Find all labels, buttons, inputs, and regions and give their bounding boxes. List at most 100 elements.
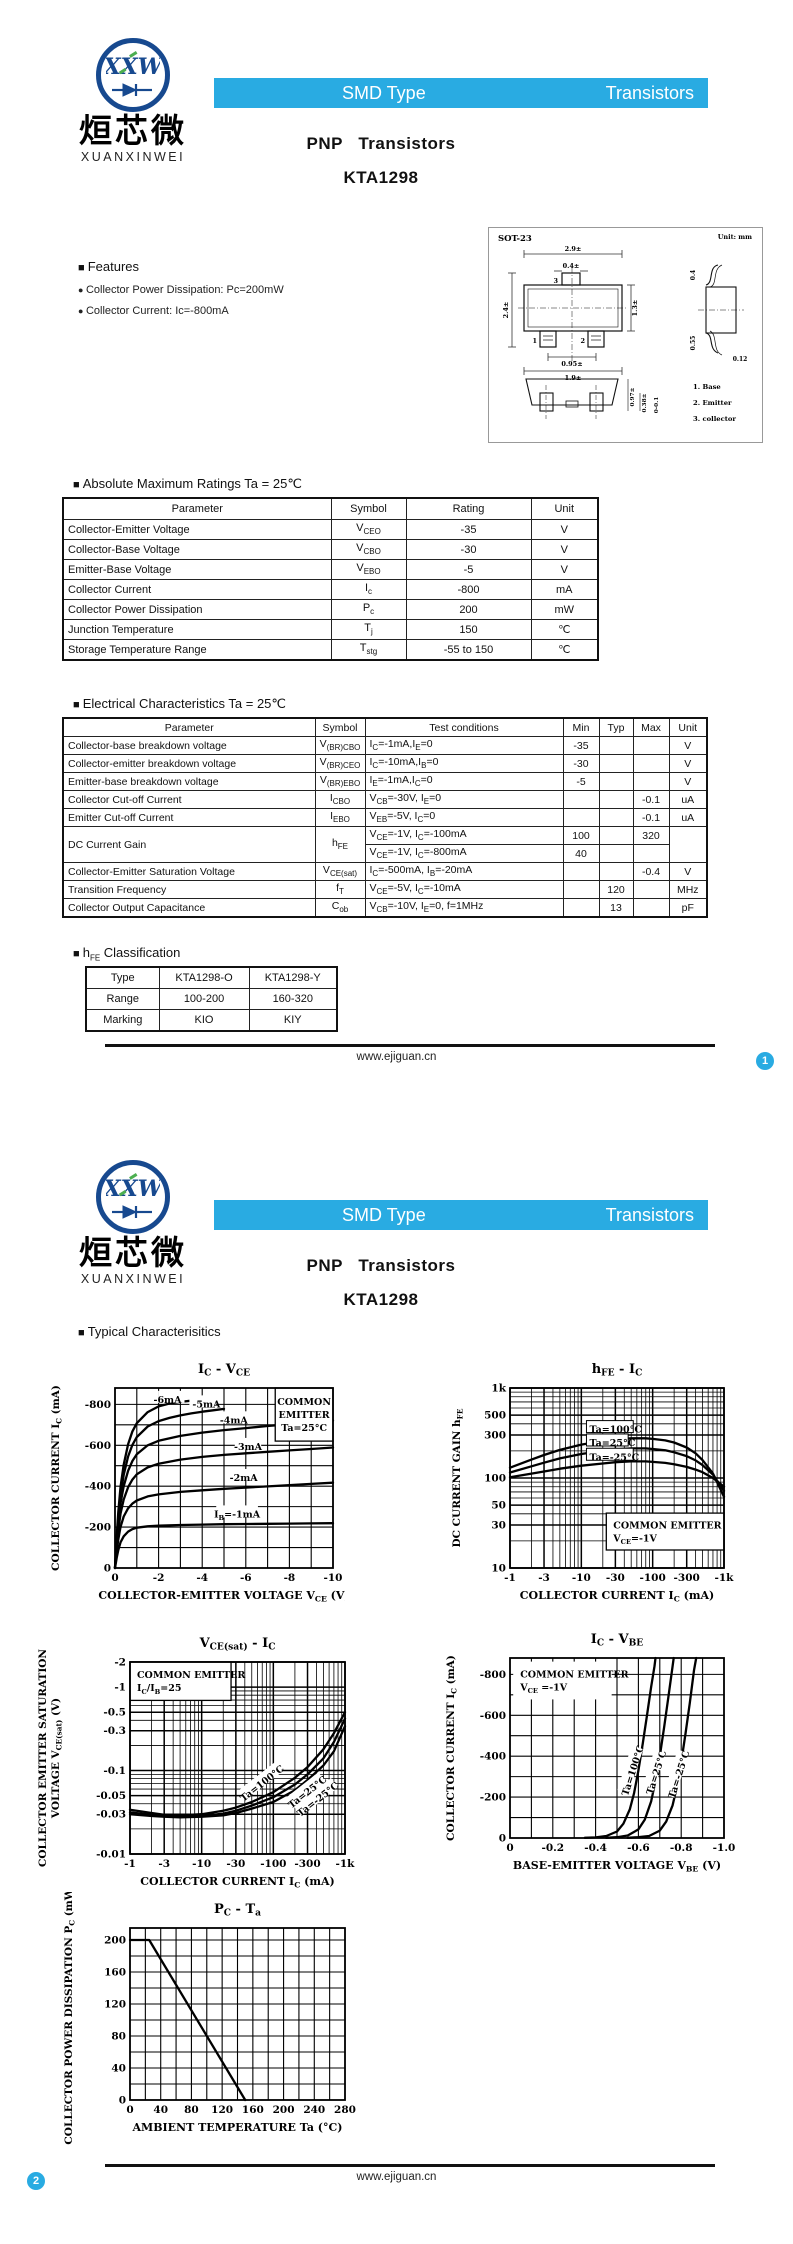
table-cell: -5 [405,559,532,580]
table-cell: ℃ [530,639,599,661]
column-header: Min [562,717,600,737]
table-cell: Collector-Base Voltage [62,539,332,560]
table-row: Collector Cut-off Current ICBO VCB=-30V, I… [62,790,708,809]
table-cell: IC=-1mA,IE=0 [364,736,564,755]
table-cell: MHz [668,880,708,899]
svg-text:-4mA: -4mA [220,1415,249,1426]
table-cell: KTA1298-Y [248,966,338,989]
table-row: Marking KIO KIY [85,1009,338,1032]
column-header: Symbol [314,717,366,737]
svg-text:80: 80 [111,2031,126,2043]
svg-text:-100: -100 [260,1858,286,1870]
logo-english-name: XUANXINWEI [80,149,186,164]
svg-text:120: 120 [211,2104,233,2116]
table-cell: -30 [562,754,600,773]
table-cell: Collector-Emitter Saturation Voltage [62,862,316,881]
banner: SMD Type Transistors [214,78,708,108]
svg-text:IC - VCE: IC - VCE [198,1362,250,1379]
svg-text:COMMON EMITTER: COMMON EMITTER [520,1670,628,1681]
svg-text:COLLECTOR CURRENT IC (mA): COLLECTOR CURRENT IC (mA) [140,1875,334,1890]
table-row: Collector-Base Voltage VCBO -30 V [62,539,599,560]
table-cell [562,862,600,881]
page-title: PNP Transistors [306,134,456,153]
dim-label: 0.12 [733,356,748,363]
table-cell: VCE=-5V, IC=-10mA [364,880,564,899]
footer-url[interactable]: www.ejiguan.cn [356,1051,437,1063]
svg-text:200: 200 [273,2104,295,2116]
table-cell [598,754,634,773]
table-row: Emitter-Base Voltage VEBO -5 V [62,559,599,580]
svg-text:-600: -600 [85,1440,111,1452]
table-cell: V(BR)CBO [314,736,366,755]
footer-url[interactable]: www.ejiguan.cn [356,2171,437,2183]
table-cell: Tj [330,619,407,640]
table-row: Collector Power Dissipation Pc 200 mW [62,599,599,620]
package-name: SOT-23 [498,234,532,244]
table-cell: Collector Output Capacitance [62,898,316,918]
svg-text:VCE =-1V: VCE =-1V [519,1683,568,1696]
column-header: Parameter [62,717,316,737]
table-cell [632,736,670,755]
table-cell [562,808,600,827]
svg-text:-600: -600 [480,1710,506,1722]
svg-text:COMMON EMITTER: COMMON EMITTER [137,1670,245,1681]
svg-text:PC - Ta: PC - Ta [214,1902,261,1919]
svg-text:Ta=100°C: Ta=100°C [589,1425,642,1436]
table-cell: VCE=-1V, IC=-800mA [364,844,564,863]
table-cell: IE=-1mA,IC=0 [364,772,564,791]
svg-text:160: 160 [104,1967,126,1979]
svg-text:40: 40 [111,2063,126,2075]
table-cell: Collector-base breakdown voltage [62,736,316,755]
hfe-heading: hFE Classification [73,945,181,963]
table-cell: 13 [598,898,634,918]
table-cell: hFE [314,826,366,863]
dim-label: 0.38± [642,393,648,412]
table-cell: DC Current Gain [62,826,316,863]
table-cell: -30 [405,539,532,560]
table-cell: Collector Power Dissipation [62,599,332,620]
chart-hfe-ic: -1 -3 -10 -30 -100 -300 -1k 10 30 50 100 300 500 1k Ta… [451,1362,735,1604]
table-cell: Type [85,966,160,989]
pin-legend: 3. collector [693,415,736,423]
table-cell: KTA1298-O [158,966,250,989]
table-cell: -0.1 [632,808,670,827]
svg-text:IB=-1mA: IB=-1mA [214,1509,261,1522]
dim-label: 1.3± [631,300,639,317]
table-cell: Collector Cut-off Current [62,790,316,809]
feature-item: Collector Current: Ic=-800mA [78,305,229,317]
svg-text:-3: -3 [538,1572,550,1584]
table-cell [632,772,670,791]
svg-text:-0.3: -0.3 [103,1725,126,1737]
svg-text:0: 0 [111,1572,118,1584]
svg-text:1k: 1k [491,1383,506,1395]
table-cell: -0.1 [632,790,670,809]
table-cell: Emitter-base breakdown voltage [62,772,316,791]
logo-chinese-name: 烜芯微 [79,1234,187,1271]
svg-text:IC - VBE: IC - VBE [591,1632,644,1649]
table-row: Collector-emitter breakdown voltage V(BR)… [62,754,708,773]
table-cell: 150 [405,619,532,640]
banner: SMD Type Transistors [214,1200,708,1230]
table-row: Transition Frequency fT VCE=-5V, IC=-10mA 1… [62,880,708,899]
svg-text:-10: -10 [324,1572,343,1584]
table-cell: KIY [248,1009,338,1032]
svg-text:-3mA: -3mA [234,1442,263,1453]
table-cell [632,898,670,918]
dim-label: 0.95± [561,360,582,368]
table-cell: Pc [330,599,407,620]
svg-text:-1k: -1k [715,1572,735,1584]
table-cell: VCEO [330,519,407,540]
svg-text:-100: -100 [640,1572,666,1584]
svg-text:-1: -1 [114,1682,126,1694]
svg-text:COMMON EMITTER: COMMON EMITTER [613,1521,721,1532]
table-cell: VCBO [330,539,407,560]
table-cell [562,880,600,899]
svg-text:-300: -300 [674,1572,700,1584]
table-cell [598,826,634,845]
table-cell: VCB=-10V, IE=0, f=1MHz [364,898,564,918]
svg-text:100: 100 [484,1473,506,1485]
svg-text:240: 240 [303,2104,325,2116]
diode-icon [112,1205,152,1219]
table-row: DC Current Gain hFE VCE=-1V, IC=-100mA 100 3… [62,826,708,863]
dim-label: 0.4± [563,262,580,270]
